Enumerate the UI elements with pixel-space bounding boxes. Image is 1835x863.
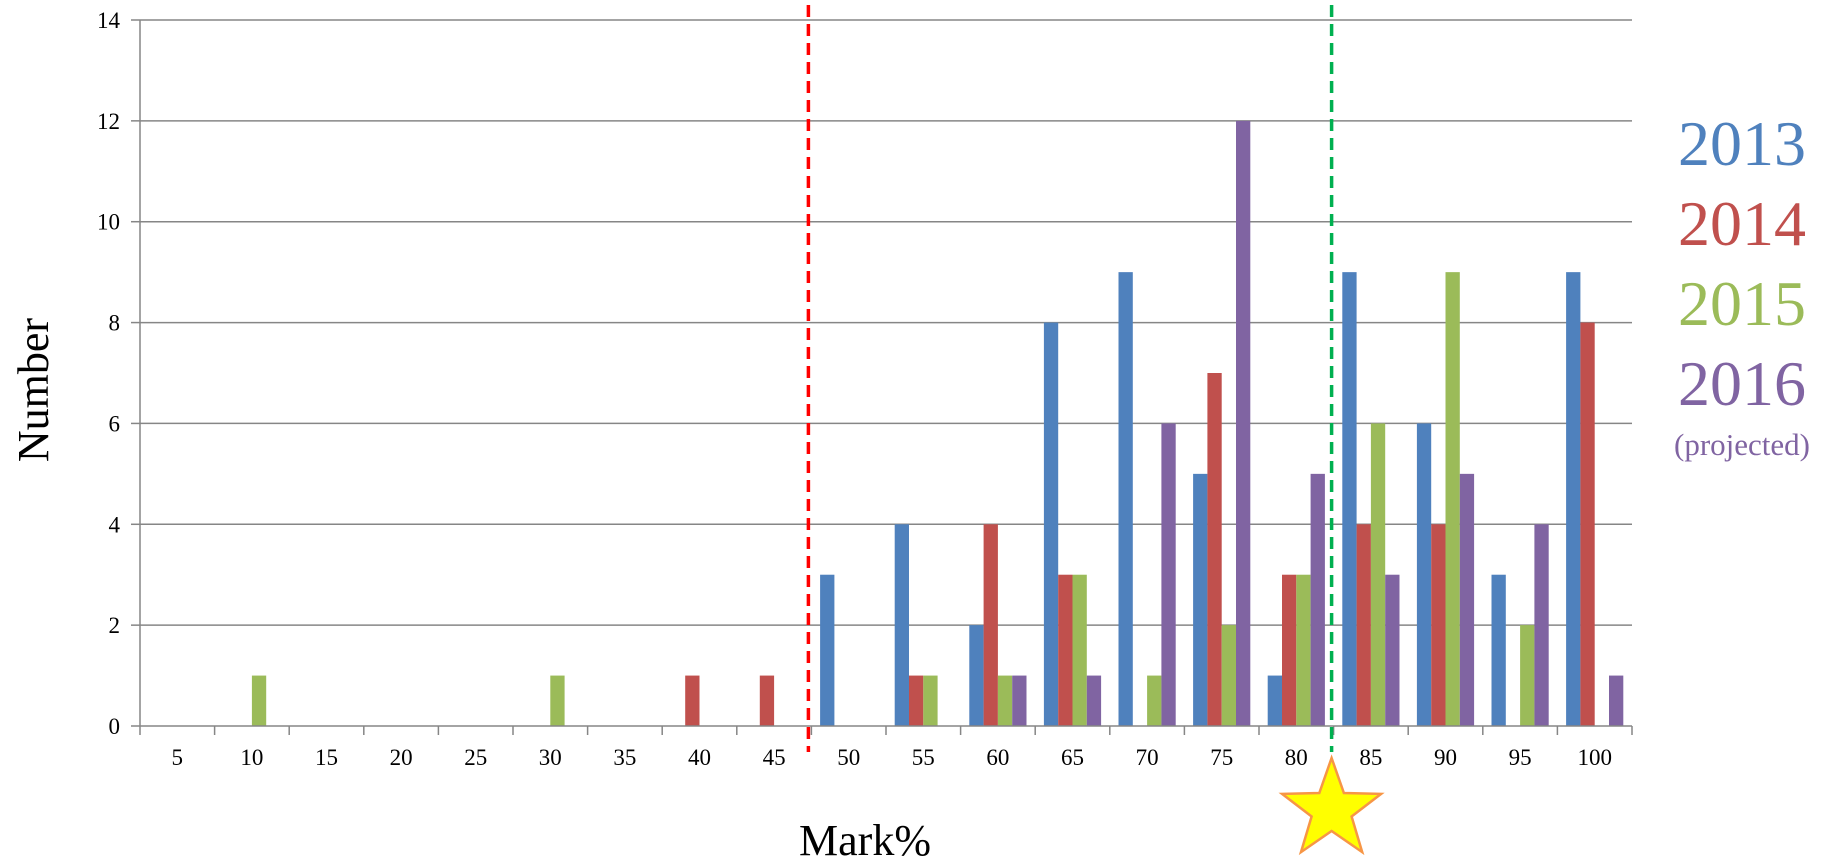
- x-tick-label: 85: [1359, 745, 1382, 770]
- x-tick-label: 15: [315, 745, 338, 770]
- bar-2013-100: [1566, 272, 1581, 726]
- x-tick-label: 40: [688, 745, 711, 770]
- x-tick-label: 35: [613, 745, 636, 770]
- y-tick-label: 12: [97, 109, 120, 134]
- y-tick-label: 0: [109, 714, 121, 739]
- legend-entry-2016: 2016: [1678, 348, 1806, 419]
- bar-2016-90: [1459, 473, 1475, 726]
- legend-note: (projected): [1674, 427, 1810, 462]
- bar-2013-90: [1416, 423, 1432, 726]
- bar-2016-75: [1236, 120, 1251, 727]
- bar-2014-85: [1356, 524, 1371, 726]
- bar-2015-55: [923, 675, 938, 726]
- y-tick-label: 8: [109, 311, 121, 336]
- marker: [1278, 754, 1385, 856]
- x-tick-label: 5: [172, 745, 184, 770]
- x-tick-label: 70: [1136, 745, 1159, 770]
- gridlines: [140, 19, 1632, 626]
- bar-2016-85: [1385, 574, 1400, 726]
- reference-lines: [806, 5, 1334, 752]
- bar-2016-65: [1086, 675, 1102, 726]
- legend-entry-2013: 2013: [1678, 108, 1806, 179]
- x-tick-label: 50: [837, 745, 860, 770]
- bar-2013-65: [1043, 322, 1059, 726]
- x-tick-label: 65: [1061, 745, 1084, 770]
- bar-2013-70: [1118, 272, 1133, 726]
- x-tick-label: 95: [1509, 745, 1532, 770]
- legend-entry-2014: 2014: [1678, 188, 1806, 259]
- bar-2015-30: [550, 675, 565, 726]
- x-tick-label: 10: [240, 745, 263, 770]
- bar-2015-75: [1221, 625, 1236, 726]
- bar-2014-45: [759, 675, 775, 726]
- y-tick-label: 14: [97, 8, 121, 33]
- bar-2016-80: [1310, 473, 1325, 726]
- y-axis-title: Number: [9, 318, 58, 463]
- bar-2016-60: [1012, 675, 1027, 726]
- bar-2015-85: [1370, 423, 1386, 726]
- bar-2014-75: [1207, 373, 1222, 726]
- bar-2015-65: [1072, 574, 1087, 726]
- bar-2013-95: [1491, 574, 1506, 726]
- x-tick-label: 45: [763, 745, 786, 770]
- y-tick-label: 4: [109, 512, 121, 537]
- x-tick-label: 20: [390, 745, 413, 770]
- legend-entry-2015: 2015: [1678, 268, 1806, 339]
- bar-2015-95: [1520, 625, 1535, 726]
- bar-2013-80: [1267, 675, 1282, 726]
- bar-2015-80: [1296, 574, 1311, 726]
- y-tick-label: 10: [97, 210, 120, 235]
- x-tick-label: 30: [539, 745, 562, 770]
- bars: [251, 120, 1624, 727]
- x-tick-label: 55: [912, 745, 935, 770]
- bar-2015-10: [251, 675, 267, 726]
- bar-2013-60: [969, 625, 984, 726]
- x-tick-label: 60: [986, 745, 1009, 770]
- x-tick-label: 80: [1285, 745, 1308, 770]
- bar-2013-75: [1193, 473, 1208, 726]
- bar-2015-60: [997, 675, 1013, 726]
- x-axis-title: Mark%: [799, 816, 931, 863]
- tick-labels: 0 2 4 6 8 10 12 14 5 10 15 20 25 30 35 40 45 50 55 60 65 70 75…: [97, 8, 1612, 770]
- bar-2014-60: [983, 524, 998, 726]
- bar-2013-50: [820, 574, 835, 726]
- x-tick-label: 100: [1577, 745, 1612, 770]
- bar-2013-85: [1342, 272, 1357, 726]
- bar-2014-55: [909, 675, 924, 726]
- y-tick-label: 6: [109, 411, 121, 436]
- bar-2016-70: [1161, 423, 1176, 726]
- bar-2014-65: [1058, 574, 1073, 726]
- bar-2016-100: [1609, 675, 1624, 726]
- star-icon: [1278, 754, 1385, 856]
- bar-2015-70: [1147, 675, 1162, 726]
- bar-2014-40: [685, 675, 700, 726]
- axes: [131, 19, 1633, 735]
- legend: 2013 2014 2015 2016 (projected): [1674, 108, 1810, 462]
- bar-2014-80: [1282, 574, 1297, 726]
- bar-2013-55: [894, 524, 909, 726]
- y-tick-label: 2: [109, 613, 121, 638]
- x-tick-label: 25: [464, 745, 487, 770]
- bar-2015-90: [1445, 272, 1460, 726]
- x-tick-label: 75: [1210, 745, 1233, 770]
- bar-2016-95: [1534, 524, 1549, 726]
- x-tick-label: 90: [1434, 745, 1457, 770]
- bar-2014-100: [1580, 322, 1595, 726]
- bar-2014-90: [1431, 524, 1446, 726]
